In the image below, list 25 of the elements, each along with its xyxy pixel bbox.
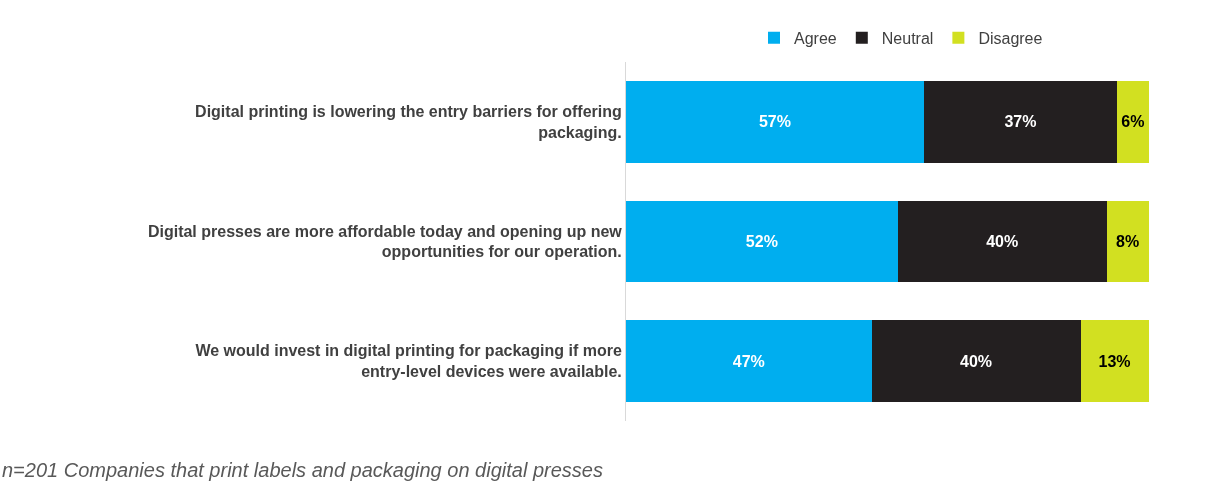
data-label: 40% [986,233,1019,250]
legend-label: Agree [794,29,837,47]
bar [923,81,1118,163]
bar [626,200,898,283]
data-label: 8% [1116,233,1140,250]
data-label: 57% [758,113,791,131]
bar [1106,200,1149,283]
text: n=201 Companies that print labels and packaging on digital presses [2,459,603,481]
bar [897,200,1107,283]
data-label: 47% [732,352,765,370]
bar [626,81,924,163]
bar [871,320,1081,402]
data-label: 6% [1121,113,1145,131]
legend-label: Disagree [978,29,1043,47]
bar [1117,81,1149,163]
y-tick-label: Digital printing is lowering the entry barriers for offering packaging. [195,103,622,141]
data-label: 52% [745,233,778,250]
data-label: 40% [960,352,993,370]
data-label: 13% [1098,352,1131,370]
bar [1080,320,1149,402]
data-label: 37% [1004,113,1037,131]
legend-label: Neutral [881,29,934,47]
y-tick-label: We would invest in digital printing for packaging if more entry-level devices were available. [195,342,622,381]
y-tick-label: Digital presses are more affordable today and opening up new opportunities for our operation. [147,222,623,261]
bar [626,320,872,402]
